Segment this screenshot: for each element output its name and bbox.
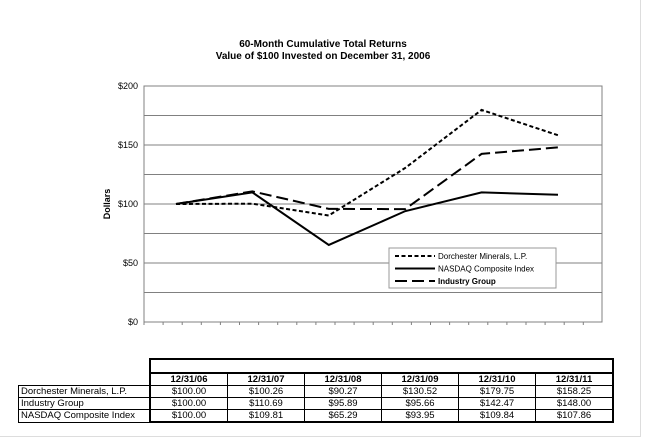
table-cell: $110.69: [227, 397, 305, 410]
table-header-cell: 12/31/09: [381, 372, 459, 386]
y-tick-label: $0: [128, 317, 138, 327]
table-cell: $100.00: [149, 385, 228, 398]
table-cell: $100.26: [227, 385, 305, 398]
table-cell: $130.52: [381, 385, 459, 398]
y-tick-label: $50: [123, 258, 138, 268]
table-cell: $100.00: [149, 397, 228, 410]
y-axis-label: Dollars: [102, 189, 112, 220]
legend-label: Industry Group: [438, 277, 496, 286]
table-cell: $179.75: [458, 385, 536, 398]
table-header-cell: 12/31/06: [149, 372, 228, 386]
table-cell: $148.00: [535, 397, 614, 410]
chart-title: 60-Month Cumulative Total Returns: [239, 39, 407, 50]
table-cell: $93.95: [381, 409, 459, 423]
table-cell: $90.27: [304, 385, 382, 398]
table-blank-row: [19, 358, 614, 373]
data-table: 12/31/06 12/31/07 12/31/08 12/31/09 12/31/10…: [18, 358, 614, 423]
table-header-cell: 12/31/10: [458, 372, 536, 386]
y-tick-label: $150: [118, 140, 138, 150]
series-line-nasdaq-composite-index: [175, 191, 559, 247]
table-row: NASDAQ Composite Index $100.00 $109.81 $65.…: [18, 409, 614, 423]
legend-label: NASDAQ Composite Index: [438, 265, 534, 274]
table-cell: $65.29: [304, 409, 382, 423]
table-header-cell: 12/31/11: [535, 372, 614, 386]
table-header-cell: 12/31/07: [227, 372, 305, 386]
table-cell: $95.66: [381, 397, 459, 410]
y-tick-label: $100: [118, 199, 138, 209]
table-row: Industry Group $100.00 $110.69 $95.89 $95.66…: [18, 397, 614, 410]
chart-subtitle: Value of $100 Invested on December 31, 2…: [215, 51, 431, 62]
series-line-dorchester-minerals-l-p-: [175, 108, 559, 217]
table-header-row: 12/31/06 12/31/07 12/31/08 12/31/09 12/31/10…: [19, 372, 614, 386]
row-label: Industry Group: [18, 397, 151, 410]
table-cell: $158.25: [535, 385, 614, 398]
y-tick-label: $200: [118, 81, 138, 91]
table-header-cell: 12/31/08: [304, 372, 382, 386]
table-cell: $95.89: [304, 397, 382, 410]
series-line-industry-group: [175, 146, 559, 211]
table-row: Dorchester Minerals, L.P. $100.00 $100.26 $…: [18, 385, 614, 398]
row-label: NASDAQ Composite Index: [18, 409, 151, 423]
table-cell: $107.86: [535, 409, 614, 423]
table-cell: $109.84: [458, 409, 536, 423]
row-label: Dorchester Minerals, L.P.: [18, 385, 151, 398]
table-cell: $142.47: [458, 397, 536, 410]
table-cell: $109.81: [227, 409, 305, 423]
legend-label: Dorchester Minerals, L.P.: [438, 252, 527, 261]
table-cell: $100.00: [149, 409, 228, 423]
